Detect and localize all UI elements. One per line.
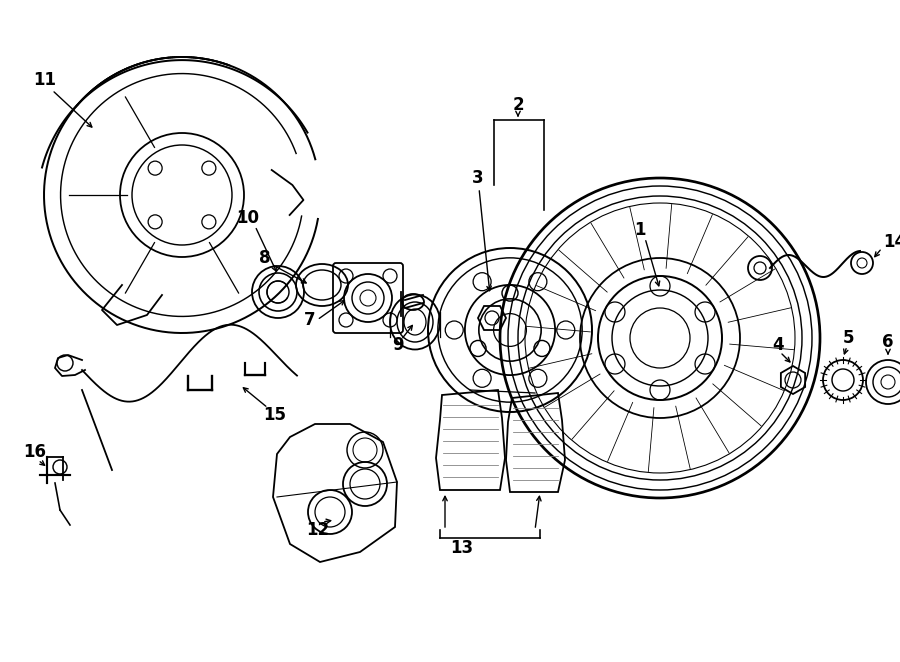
Text: 6: 6 — [882, 333, 894, 351]
Text: 14: 14 — [883, 233, 900, 251]
Text: 15: 15 — [264, 406, 286, 424]
Text: 2: 2 — [512, 96, 524, 114]
Text: 4: 4 — [772, 336, 784, 354]
Text: 9: 9 — [392, 336, 404, 354]
Text: 10: 10 — [237, 209, 259, 227]
Text: 11: 11 — [33, 71, 57, 89]
Text: 5: 5 — [842, 329, 854, 347]
Text: 12: 12 — [306, 521, 329, 539]
Text: 16: 16 — [23, 443, 47, 461]
Text: 7: 7 — [304, 311, 316, 329]
Text: 1: 1 — [634, 221, 646, 239]
Text: 3: 3 — [472, 169, 484, 187]
Text: 13: 13 — [450, 539, 473, 557]
Text: 8: 8 — [259, 249, 271, 267]
